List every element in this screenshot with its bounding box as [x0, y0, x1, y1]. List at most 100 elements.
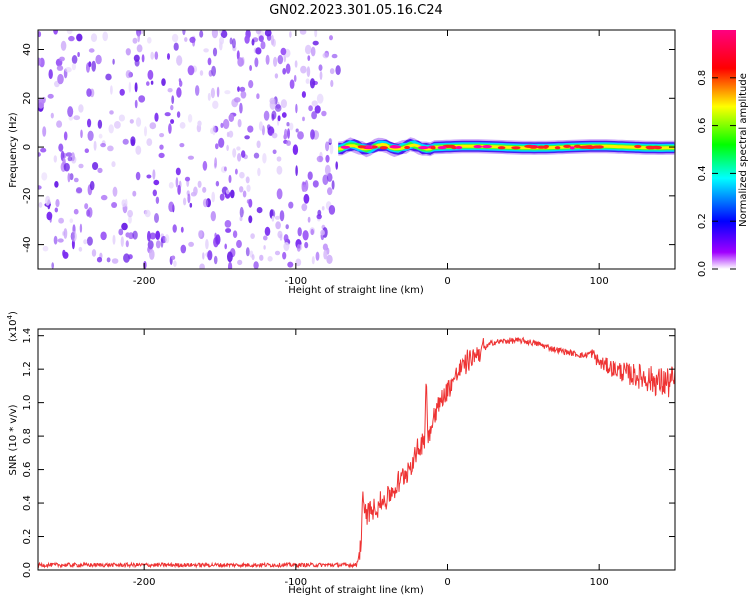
noise-blob: [273, 56, 278, 67]
noise-blob: [63, 131, 68, 141]
noise-blob: [314, 30, 318, 38]
snr-scale-label: (x104): [6, 311, 19, 342]
noise-blob: [132, 37, 138, 44]
noise-blob: [255, 47, 262, 55]
noise-blob: [295, 128, 299, 133]
noise-blob: [149, 122, 157, 130]
noise-blob: [105, 73, 112, 81]
noise-blob: [118, 114, 125, 122]
spectrogram-ytick-label: 20: [22, 92, 33, 105]
noise-blob: [179, 80, 183, 87]
noise-blob: [130, 136, 136, 145]
noise-blob: [63, 228, 68, 239]
noise-blob: [112, 58, 115, 65]
noise-blob: [197, 180, 202, 188]
noise-blob: [216, 86, 220, 98]
noise-blob: [71, 63, 76, 71]
noise-blob: [106, 257, 111, 263]
noise-blob: [248, 198, 253, 208]
snr-ytick-label: 1.2: [22, 361, 33, 377]
noise-blob: [258, 121, 263, 131]
noise-blob: [329, 68, 335, 75]
noise-blob: [232, 148, 237, 158]
noise-blob: [120, 236, 124, 248]
noise-blob: [224, 166, 227, 172]
noise-blob: [271, 132, 278, 139]
noise-blob: [132, 190, 137, 197]
noise-blob: [318, 64, 323, 71]
noise-blob: [269, 209, 276, 219]
noise-blob: [198, 230, 203, 238]
snr-ytick-label: 1.4: [22, 328, 33, 344]
noise-blob: [38, 185, 42, 190]
noise-blob: [199, 263, 205, 269]
noise-blob: [154, 51, 159, 60]
noise-blob: [270, 34, 274, 46]
noise-blob: [265, 54, 270, 65]
noise-blob: [299, 30, 307, 35]
noise-blob: [111, 258, 119, 264]
snr-ytick-label: 0.2: [22, 529, 33, 545]
noise-blob: [213, 255, 218, 265]
noise-blob: [111, 202, 118, 208]
noise-blob: [176, 55, 183, 66]
noise-blob: [228, 113, 235, 122]
noise-blob: [322, 174, 329, 186]
noise-blob: [322, 243, 328, 251]
noise-blob: [289, 122, 294, 131]
noise-blob: [183, 197, 187, 206]
noise-blob: [282, 251, 287, 260]
noise-blob: [258, 35, 264, 42]
noise-blob: [229, 37, 233, 45]
noise-blob: [86, 209, 91, 217]
noise-blob: [187, 155, 194, 160]
noise-blob: [179, 122, 186, 129]
noise-blob: [109, 110, 114, 115]
noise-blob: [297, 131, 304, 140]
noise-blob: [137, 32, 140, 43]
signal-peak: [511, 146, 521, 150]
noise-blob: [207, 250, 213, 261]
noise-region: [38, 30, 341, 269]
signal-peak: [372, 145, 378, 149]
noise-blob: [335, 161, 339, 170]
noise-blob: [311, 111, 317, 120]
noise-blob: [127, 254, 133, 260]
colorbar-tick-label: 0.6: [697, 118, 708, 134]
noise-blob: [121, 199, 126, 208]
noise-blob: [254, 57, 259, 68]
noise-blob: [285, 63, 291, 74]
signal-peak: [497, 146, 506, 150]
noise-blob: [53, 30, 58, 35]
noise-blob: [100, 194, 108, 201]
noise-blob: [224, 243, 227, 250]
noise-blob: [48, 69, 53, 80]
noise-blob: [329, 35, 333, 41]
noise-blob: [202, 252, 205, 260]
noise-blob: [306, 66, 311, 78]
noise-blob: [274, 215, 281, 220]
noise-blob: [125, 48, 131, 56]
noise-blob: [71, 231, 77, 242]
noise-blob: [60, 40, 67, 51]
noise-blob: [283, 133, 287, 140]
noise-blob: [100, 143, 106, 148]
snr-ytick-label: 0.6: [22, 462, 33, 478]
noise-blob: [58, 217, 64, 224]
noise-blob: [256, 93, 260, 100]
noise-blob: [135, 117, 142, 127]
noise-blob: [207, 57, 212, 66]
noise-blob: [144, 126, 147, 137]
noise-blob: [173, 42, 179, 51]
noise-blob: [310, 46, 316, 57]
colorbar: 0.0 0.2 0.4 0.6 0.8 Normalized spectral ampl…: [697, 30, 749, 277]
noise-blob: [240, 91, 247, 99]
noise-blob: [300, 65, 307, 74]
noise-blob: [245, 247, 250, 257]
noise-blob: [239, 171, 245, 179]
noise-blob: [128, 215, 132, 224]
noise-blob: [69, 173, 74, 181]
noise-blob: [69, 218, 74, 223]
noise-blob: [215, 143, 219, 150]
